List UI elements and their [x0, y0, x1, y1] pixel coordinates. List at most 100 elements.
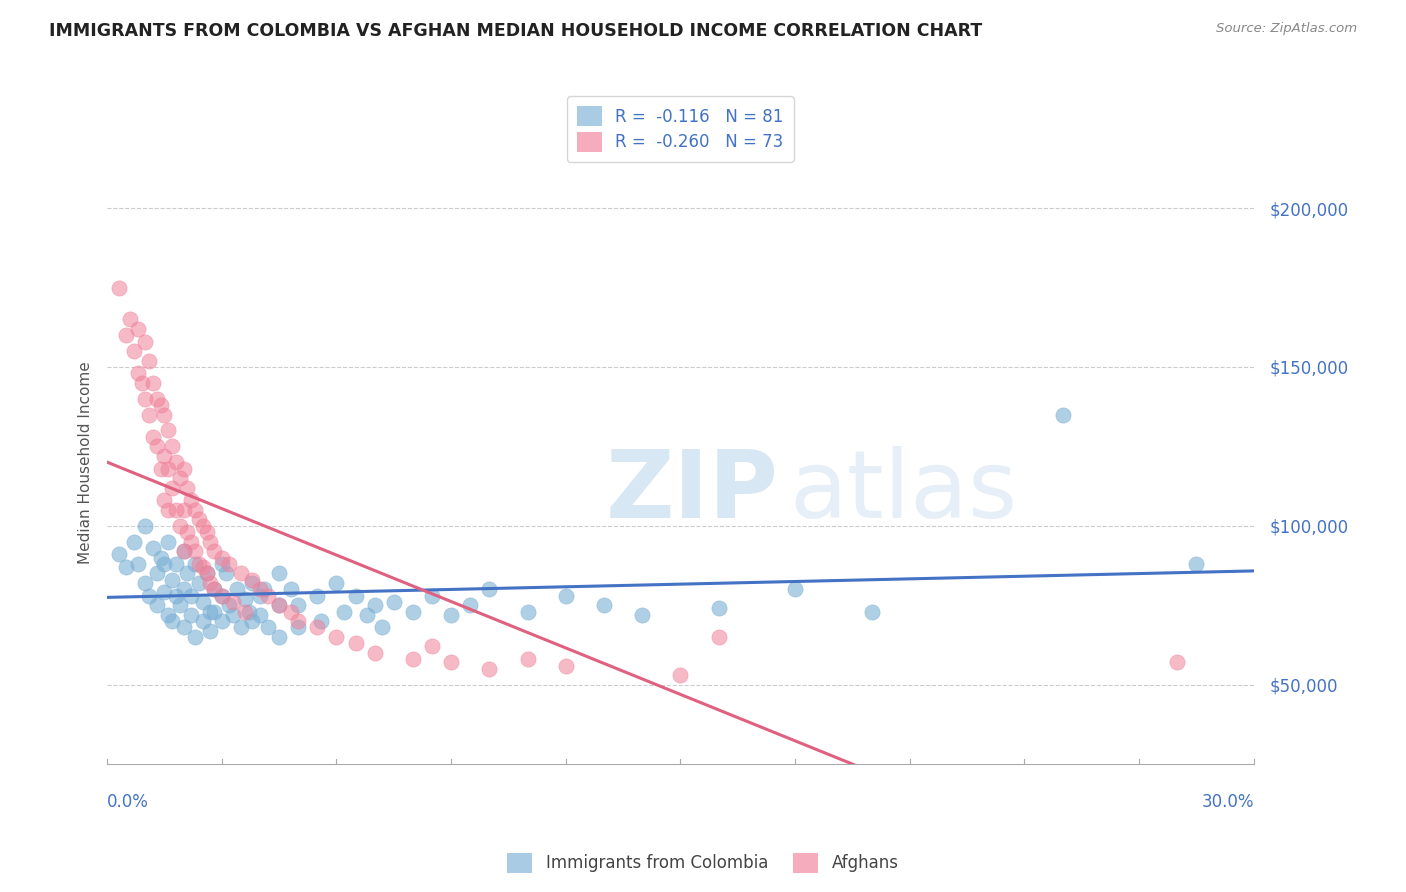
- Point: [187, 512, 209, 526]
- Point: [127, 557, 149, 571]
- Point: [153, 449, 176, 463]
- Point: [153, 408, 176, 422]
- Point: [195, 566, 218, 581]
- Point: [363, 646, 385, 660]
- Point: [287, 620, 309, 634]
- Point: [211, 614, 233, 628]
- Point: [516, 652, 538, 666]
- Point: [120, 312, 142, 326]
- Point: [363, 598, 385, 612]
- Text: 0.0%: 0.0%: [107, 793, 149, 811]
- Point: [184, 630, 207, 644]
- Point: [149, 461, 172, 475]
- Point: [176, 481, 198, 495]
- Point: [269, 598, 291, 612]
- Point: [402, 605, 425, 619]
- Legend: Immigrants from Colombia, Afghans: Immigrants from Colombia, Afghans: [501, 847, 905, 880]
- Point: [309, 614, 332, 628]
- Point: [184, 557, 207, 571]
- Point: [138, 589, 160, 603]
- Point: [173, 544, 195, 558]
- Point: [333, 605, 356, 619]
- Point: [127, 322, 149, 336]
- Point: [165, 503, 187, 517]
- Point: [478, 582, 501, 597]
- Point: [249, 607, 271, 622]
- Point: [134, 518, 156, 533]
- Legend: R =  -0.116   N = 81, R =  -0.260   N = 73: R = -0.116 N = 81, R = -0.260 N = 73: [567, 96, 794, 161]
- Point: [211, 557, 233, 571]
- Point: [122, 344, 145, 359]
- Point: [122, 534, 145, 549]
- Point: [187, 576, 209, 591]
- Point: [785, 582, 807, 597]
- Point: [157, 461, 180, 475]
- Text: Source: ZipAtlas.com: Source: ZipAtlas.com: [1216, 22, 1357, 36]
- Point: [195, 566, 218, 581]
- Point: [382, 595, 405, 609]
- Point: [554, 589, 576, 603]
- Point: [242, 576, 264, 591]
- Point: [169, 471, 191, 485]
- Point: [631, 607, 654, 622]
- Point: [249, 589, 271, 603]
- Point: [191, 614, 214, 628]
- Point: [153, 585, 176, 599]
- Point: [127, 366, 149, 380]
- Point: [165, 455, 187, 469]
- Point: [478, 662, 501, 676]
- Point: [222, 607, 245, 622]
- Point: [173, 544, 195, 558]
- Point: [138, 408, 160, 422]
- Point: [280, 582, 302, 597]
- Point: [325, 630, 347, 644]
- Point: [307, 620, 329, 634]
- Point: [191, 518, 214, 533]
- Point: [287, 598, 309, 612]
- Point: [157, 503, 180, 517]
- Point: [371, 620, 394, 634]
- Point: [160, 439, 183, 453]
- Point: [440, 607, 463, 622]
- Point: [131, 376, 153, 390]
- Point: [200, 576, 222, 591]
- Point: [516, 605, 538, 619]
- Point: [211, 589, 233, 603]
- Point: [146, 598, 169, 612]
- Point: [176, 566, 198, 581]
- Point: [191, 595, 214, 609]
- Point: [153, 557, 176, 571]
- Point: [165, 557, 187, 571]
- Point: [184, 544, 207, 558]
- Point: [195, 525, 218, 540]
- Point: [202, 605, 225, 619]
- Point: [202, 582, 225, 597]
- Point: [1166, 656, 1188, 670]
- Point: [187, 557, 209, 571]
- Point: [307, 589, 329, 603]
- Point: [146, 566, 169, 581]
- Point: [200, 624, 222, 638]
- Point: [134, 576, 156, 591]
- Point: [218, 598, 240, 612]
- Point: [202, 582, 225, 597]
- Point: [233, 605, 256, 619]
- Point: [153, 493, 176, 508]
- Point: [707, 630, 730, 644]
- Point: [249, 582, 271, 597]
- Point: [202, 544, 225, 558]
- Point: [157, 534, 180, 549]
- Point: [134, 334, 156, 349]
- Point: [184, 503, 207, 517]
- Point: [356, 607, 378, 622]
- Point: [242, 573, 264, 587]
- Point: [233, 591, 256, 606]
- Point: [157, 607, 180, 622]
- Point: [157, 424, 180, 438]
- Point: [107, 280, 129, 294]
- Text: 30.0%: 30.0%: [1201, 793, 1254, 811]
- Text: IMMIGRANTS FROM COLOMBIA VS AFGHAN MEDIAN HOUSEHOLD INCOME CORRELATION CHART: IMMIGRANTS FROM COLOMBIA VS AFGHAN MEDIA…: [49, 22, 983, 40]
- Point: [253, 582, 276, 597]
- Point: [707, 601, 730, 615]
- Point: [160, 481, 183, 495]
